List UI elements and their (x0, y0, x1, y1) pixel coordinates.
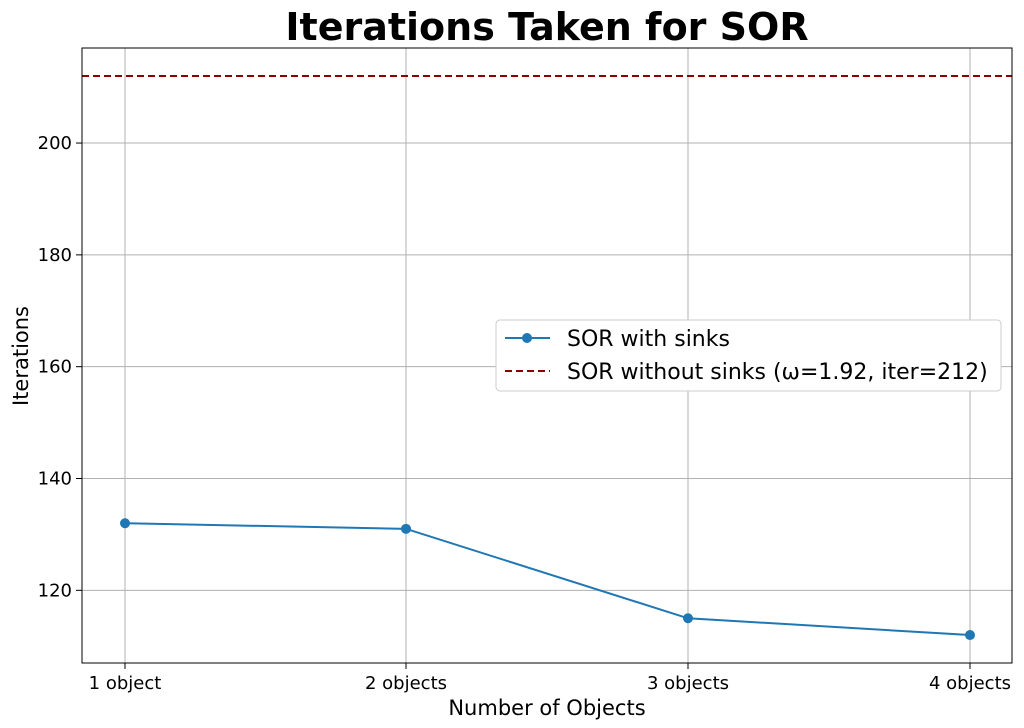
x-tick-label: 2 objects (365, 673, 447, 694)
y-tick-label: 120 (38, 580, 72, 601)
legend-entry-sor-with-sinks: SOR with sinks (567, 327, 730, 352)
legend-series-marker (522, 333, 532, 343)
x-tick-label: 4 objects (929, 673, 1011, 694)
y-tick-label: 160 (38, 357, 72, 378)
x-axis-label: Number of Objects (448, 696, 645, 720)
series-line-sor-with-sinks (124, 522, 971, 637)
y-tick-label: 180 (38, 245, 72, 266)
grid (82, 48, 1012, 663)
y-tick-label: 200 (38, 133, 72, 154)
y-tick-label: 140 (38, 469, 72, 490)
y-axis-label: Iterations (9, 306, 33, 406)
legend: SOR with sinks SOR without sinks (ω=1.92… (495, 319, 1002, 392)
y-axis: 120 140 160 180 200 (38, 133, 82, 601)
series-layer (120, 518, 975, 641)
data-point (401, 523, 411, 534)
legend-entry-sor-without-sinks: SOR without sinks (ω=1.92, iter=212) (567, 360, 988, 385)
x-tick-label: 3 objects (647, 673, 729, 694)
chart-title: Iterations Taken for SOR (285, 5, 808, 49)
data-point (965, 630, 975, 641)
legend-box (495, 319, 1002, 392)
data-point (120, 518, 130, 529)
x-tick-label: 1 object (89, 673, 162, 694)
x-axis: 1 object 2 objects 3 objects 4 objects (89, 663, 1011, 694)
data-point (683, 613, 693, 624)
plot-frame (81, 47, 1013, 664)
